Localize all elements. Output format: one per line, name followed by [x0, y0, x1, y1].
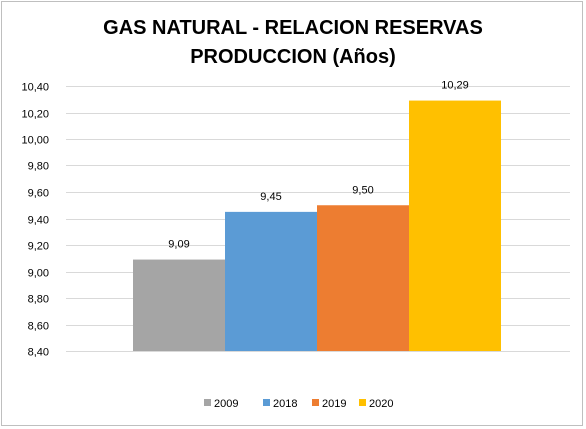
bar-2020 — [409, 100, 501, 351]
data-label-2019: 9,50 — [352, 184, 373, 196]
y-tick-label: 9,60 — [28, 188, 49, 200]
legend-label-2009: 2009 — [214, 398, 238, 410]
bar-2009 — [133, 259, 225, 351]
bars — [133, 100, 501, 351]
data-label-2009: 9,09 — [168, 239, 189, 251]
chart-title: GAS NATURAL - RELACION RESERVAS PRODUCCI… — [103, 17, 483, 68]
legend: 2009 2018 2019 2020 — [204, 398, 393, 410]
legend-swatch-2009 — [204, 399, 211, 406]
y-tick-label: 8,60 — [28, 321, 49, 333]
bar-2019 — [317, 205, 409, 351]
y-tick-label: 9,20 — [28, 241, 49, 253]
data-label-2020: 10,29 — [441, 80, 469, 92]
data-label-2018: 9,45 — [260, 191, 281, 203]
y-tick-label: 10,20 — [21, 109, 49, 121]
y-tick-label: 8,40 — [28, 347, 49, 359]
y-tick-label: 9,80 — [28, 161, 49, 173]
legend-swatch-2018 — [263, 399, 270, 406]
y-tick-label: 10,40 — [21, 82, 49, 94]
bar-2018 — [225, 211, 317, 351]
legend-label-2018: 2018 — [273, 398, 297, 410]
legend-label-2020: 2020 — [369, 398, 393, 410]
legend-swatch-2019 — [312, 399, 319, 406]
legend-label-2019: 2019 — [322, 398, 346, 410]
chart-title-line-2: PRODUCCION (Años) — [190, 46, 396, 68]
y-tick-label: 10,00 — [21, 135, 49, 147]
data-labels: 9,09 9,45 9,50 10,29 — [168, 80, 468, 251]
y-tick-label: 9,00 — [28, 268, 49, 280]
legend-swatch-2020 — [359, 399, 366, 406]
chart-title-line-1: GAS NATURAL - RELACION RESERVAS — [103, 17, 483, 39]
y-tick-label: 8,80 — [28, 294, 49, 306]
y-tick-label: 9,40 — [28, 215, 49, 227]
y-axis-tick-labels: 8,40 8,60 8,80 9,00 9,20 9,40 9,60 9,80 10,00 10,… — [21, 82, 49, 359]
